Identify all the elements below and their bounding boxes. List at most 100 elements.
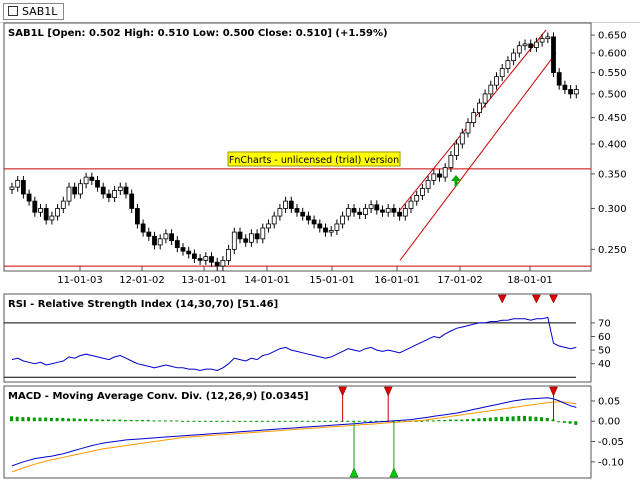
candle-body [374,204,380,211]
macd-histogram-bar [169,420,173,422]
macd-histogram-bar [95,419,99,422]
price-x-tick-label: 11-01-03 [57,275,102,286]
macd-histogram-bar [112,419,116,422]
macd-histogram-bar [260,420,264,422]
macd-y-ticks: 0.05 0.00 -0.05 -0.10 [591,396,624,468]
macd-histogram-bar [557,421,561,423]
macd-histogram-bar [289,420,293,422]
candle-body [328,230,334,233]
macd-panel-title: MACD - Moving Average Conv. Div. (12,26,… [8,391,309,402]
macd-histogram-bar [334,420,338,422]
macd-histogram-bar [346,420,350,422]
rsi-y-tick-label: 60 [598,332,611,343]
price-y-tick-label: 0.400 [598,139,627,150]
candle-body [397,211,403,217]
price-y-ticks: 0.650 0.600 0.550 0.500 0.450 0.400 0.350 0.300… [591,31,627,256]
macd-y-tick-label: 0.05 [598,396,620,407]
macd-histogram-bar [534,416,538,422]
candle-body [556,72,562,86]
candle-body [419,188,425,196]
macd-histogram-bar [306,420,310,422]
candle-body [488,84,494,95]
price-x-tick-label: 17-01-02 [437,275,482,286]
symbol-tab[interactable]: SAB1L [3,3,65,20]
candle-body [305,215,311,221]
candle-body [391,208,397,213]
candle-body [66,186,72,202]
rsi-signal-markers [497,294,558,304]
macd-histogram [10,415,578,425]
macd-histogram-bar [466,419,469,422]
candle-body [311,219,317,225]
macd-histogram-bar [488,417,492,422]
candle-body [129,193,135,209]
candle-body [288,200,294,209]
candle-body [545,36,551,39]
buy-arrow-icon [451,175,461,186]
macd-histogram-bar [505,416,509,422]
macd-histogram-bar [21,417,25,422]
candle-body [511,52,517,62]
price-x-tick-label: 18-01-01 [507,275,552,286]
candle-body [345,208,351,217]
macd-histogram-bar [448,419,452,422]
price-panel: SAB1L [Open: 0.502 High: 0.510 Low: 0.50… [3,22,627,286]
candle-body [112,190,117,198]
candle-body [248,233,254,243]
macd-histogram-bar [192,420,196,422]
macd-histogram-bar [243,420,247,422]
macd-histogram-bar [369,420,373,422]
macd-histogram-bar [158,420,162,422]
macd-histogram-bar [272,420,276,422]
macd-histogram-bar [10,416,13,422]
macd-histogram-bar [124,420,127,422]
macd-histogram-bar [517,415,521,422]
candle-body [573,89,579,95]
macd-histogram-bar [209,420,213,422]
macd-line [11,397,577,467]
candle-body [237,231,243,240]
macd-histogram-bar [511,416,515,422]
rsi-panel-title: RSI - Relative Strength Index (14,30,70)… [8,299,278,310]
macd-histogram-bar [232,420,236,422]
candle-body [243,238,249,243]
candle-body [231,231,237,250]
candle-body [482,93,488,104]
macd-y-tick-label: -0.10 [598,457,624,468]
candle-body [414,195,420,202]
macd-histogram-bar [198,420,202,422]
watermark-text: FnCharts - unlicensed (trial) version [229,155,399,166]
candle-body [26,193,32,202]
candle-body [78,183,83,195]
macd-histogram-bar [357,420,361,422]
candle-body [534,41,539,48]
macd-histogram-bar [181,420,184,422]
candle-body [83,176,89,185]
macd-histogram-bar [443,420,447,422]
candle-body [499,68,505,78]
macd-histogram-bar [363,420,367,422]
candle-body [260,227,266,240]
sell-arrow-icon [549,386,558,397]
candle-body [380,209,385,213]
chart-area: SAB1L [Open: 0.502 High: 0.510 Low: 0.50… [3,22,627,479]
macd-histogram-bar [27,417,31,422]
candle-body [562,84,568,90]
price-panel-title: SAB1L [Open: 0.502 High: 0.510 Low: 0.50… [8,28,388,39]
macd-histogram-bar [483,417,487,422]
candle-body [522,43,528,47]
candle-body [402,208,408,217]
candle-body [505,60,511,69]
tab-close-box-icon[interactable] [8,6,18,16]
sell-arrow-icon [383,386,393,397]
macd-y-tick-label: 0.00 [598,417,620,428]
candle-body [334,223,340,231]
macd-histogram-bar [163,420,167,422]
macd-histogram-bar [186,420,190,422]
macd-histogram-bar [477,418,481,422]
watermark: FnCharts - unlicensed (trial) version [227,151,401,167]
macd-histogram-bar [215,420,219,422]
candle-body [174,240,180,248]
candle-body [180,247,186,252]
price-y-tick-label: 0.300 [598,204,627,215]
